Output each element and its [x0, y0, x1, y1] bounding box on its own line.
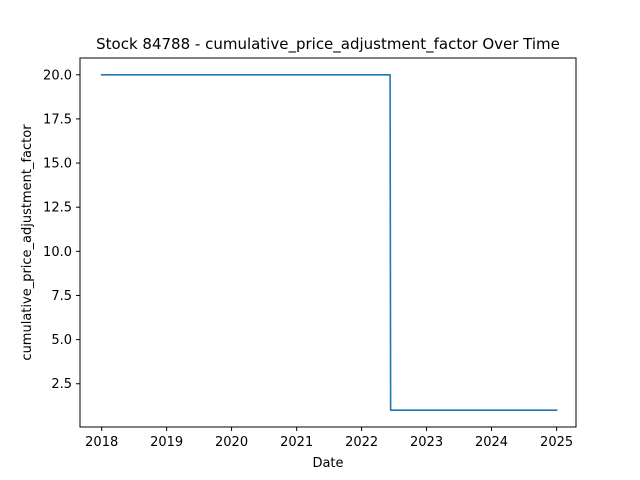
y-axis-label: cumulative_price_adjustment_factor — [20, 124, 35, 361]
x-axis-ticks: 2018 2019 2020 2021 2022 2023 2024 2025 — [85, 427, 573, 450]
x-tick-label: 2021 — [280, 435, 313, 450]
y-tick-label: 15.0 — [43, 157, 72, 172]
x-tick-label: 2024 — [475, 435, 508, 450]
x-tick-label: 2019 — [150, 435, 183, 450]
y-tick-label: 7.5 — [51, 289, 72, 304]
x-tick-label: 2022 — [345, 435, 378, 450]
y-axis-ticks: 2.5 5.0 7.5 10.0 12.5 15.0 17.5 20.0 — [43, 68, 80, 392]
y-tick-label: 10.0 — [43, 245, 72, 260]
x-tick-label: 2023 — [410, 435, 443, 450]
y-tick-label: 20.0 — [43, 68, 72, 83]
y-tick-label: 12.5 — [43, 201, 72, 216]
x-tick-label: 2018 — [85, 435, 118, 450]
x-tick-label: 2020 — [215, 435, 248, 450]
y-tick-label: 17.5 — [43, 112, 72, 127]
y-tick-label: 5.0 — [51, 333, 72, 348]
x-axis-label: Date — [312, 456, 343, 471]
series-line — [100, 73, 558, 412]
x-tick-label: 2025 — [540, 435, 573, 450]
y-tick-label: 2.5 — [51, 377, 72, 392]
chart-title: Stock 84788 - cumulative_price_adjustmen… — [96, 35, 560, 54]
series-layer — [100, 73, 558, 412]
plot-area — [80, 58, 576, 427]
plot-frame — [79, 57, 577, 428]
